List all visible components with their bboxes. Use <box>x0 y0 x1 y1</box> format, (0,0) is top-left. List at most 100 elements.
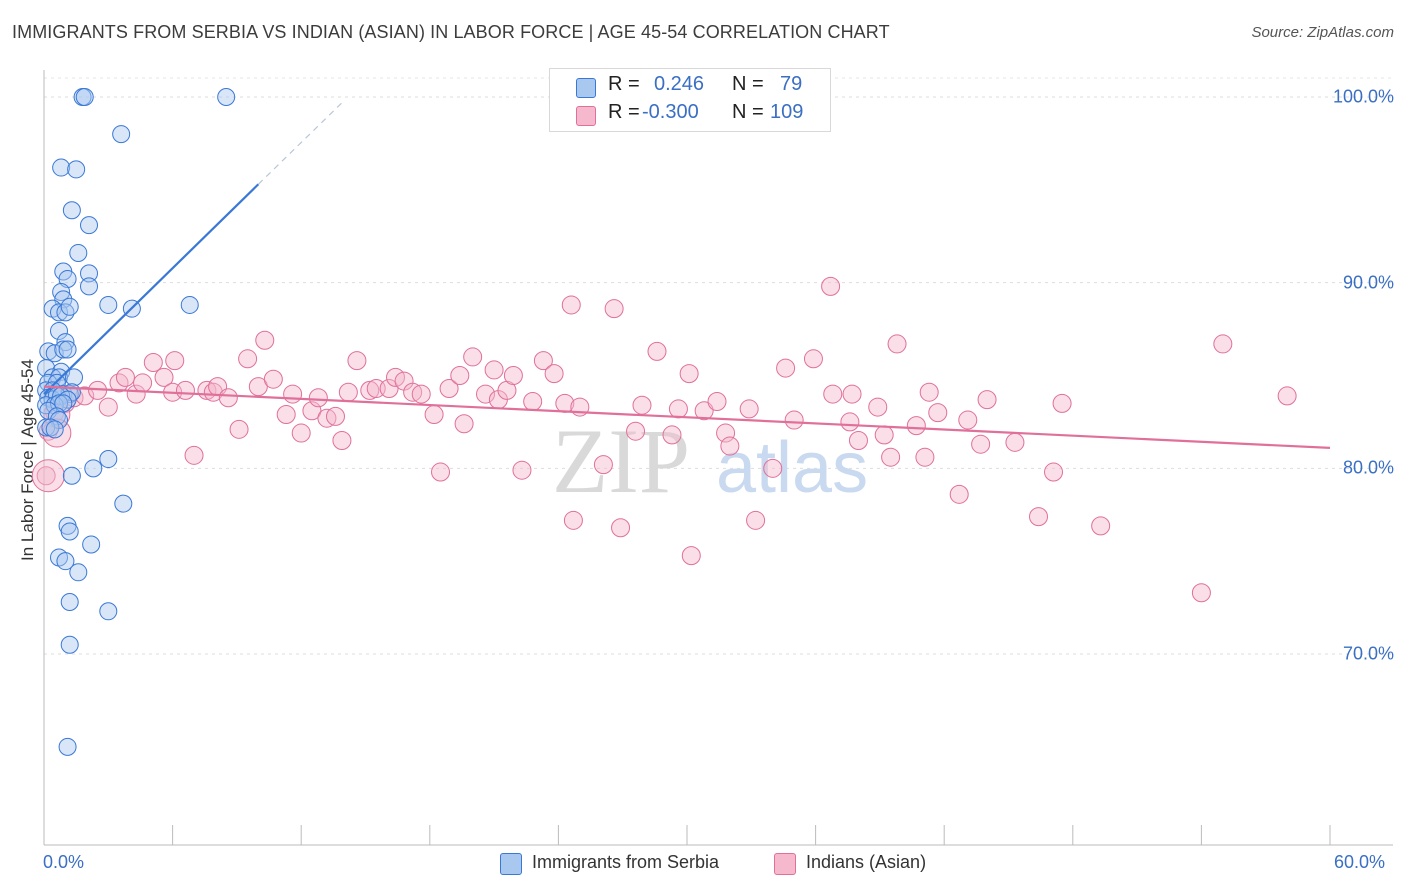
serbia-point <box>62 466 81 485</box>
serbia-point <box>58 269 77 288</box>
indian-point <box>218 388 238 408</box>
indian-point <box>977 390 997 410</box>
indian-trend-line <box>43 385 1331 450</box>
indian-point <box>291 423 311 443</box>
y-tick-label: 80.0% <box>1342 457 1394 478</box>
indian-point <box>681 546 701 566</box>
indian-swatch <box>576 106 596 126</box>
indian-point <box>347 351 367 371</box>
indian-point <box>133 373 153 393</box>
serbia-point <box>67 160 86 179</box>
indian-point <box>283 384 303 404</box>
serbia-point <box>80 277 99 296</box>
indian-point <box>842 384 862 404</box>
indian-point <box>563 510 583 530</box>
indian-point <box>668 399 688 419</box>
indian-point <box>126 384 146 404</box>
indian-point <box>450 366 470 385</box>
r-label: R = <box>608 101 640 123</box>
serbia-point <box>84 459 103 478</box>
y-tick-label: 100.0% <box>1332 86 1394 107</box>
indian-point <box>679 364 699 384</box>
stats-row-indian: R = -0.300 N = 109 <box>550 101 830 129</box>
indian-point <box>593 455 613 475</box>
serbia-point <box>75 88 94 106</box>
axes <box>43 70 1393 846</box>
serbia-point <box>50 303 69 322</box>
indian-point <box>143 353 163 373</box>
indian-point <box>31 459 65 493</box>
indian-point <box>840 412 860 432</box>
y-tick-label: 90.0% <box>1342 272 1394 293</box>
indian-point <box>1052 393 1072 413</box>
indian-point <box>454 414 474 434</box>
serbia-n-value: 79 <box>780 73 803 95</box>
source-label: Source: ZipAtlas.com <box>1251 24 1394 41</box>
serbia-r-value: 0.246 <box>654 73 705 95</box>
indian-point <box>36 466 56 486</box>
serbia-point <box>52 282 71 301</box>
indian-point <box>332 430 352 450</box>
indian-point <box>784 410 804 430</box>
n-label: N = <box>732 73 764 95</box>
indian-point <box>604 299 624 319</box>
indian-point <box>928 403 948 423</box>
indian-point <box>971 434 991 454</box>
indian-point <box>411 384 431 404</box>
indian-point <box>184 445 204 465</box>
serbia-trend-line <box>43 183 260 395</box>
serbia-point <box>62 201 81 220</box>
indian-point <box>632 395 652 415</box>
indian-point <box>379 378 399 398</box>
serbia-point <box>37 359 56 378</box>
indian-point <box>263 369 283 389</box>
indian-point <box>308 388 328 408</box>
indian-point <box>1005 432 1025 452</box>
indian-n-value: 109 <box>770 101 804 123</box>
stats-box: R = 0.246 N = 79 R = -0.300 N = 109 <box>549 68 831 132</box>
indian-point <box>1044 462 1064 482</box>
indian-point <box>338 382 358 402</box>
indian-point <box>720 436 740 456</box>
indian-legend-swatch <box>774 853 796 875</box>
serbia-point <box>54 340 73 359</box>
indian-point <box>175 380 195 400</box>
indian-point <box>431 462 451 482</box>
chart-title: IMMIGRANTS FROM SERBIA VS INDIAN (ASIAN)… <box>12 22 890 42</box>
n-label: N = <box>732 101 764 123</box>
indian-point <box>868 397 888 417</box>
indian-point <box>821 276 841 296</box>
trend-lines <box>43 100 1331 450</box>
series-serbia-points <box>37 88 236 756</box>
serbia-point <box>99 295 118 314</box>
y-tick-label: 70.0% <box>1342 643 1394 664</box>
serbia-point <box>60 593 79 612</box>
indian-r-value: -0.300 <box>642 101 699 123</box>
indian-point <box>611 518 631 538</box>
indian-point <box>739 399 759 419</box>
indian-point <box>115 367 135 387</box>
x-tick-max: 60.0% <box>1334 852 1386 872</box>
indian-point <box>424 404 444 424</box>
indian-point <box>98 397 118 417</box>
indian-point <box>694 401 714 421</box>
serbia-trend-extension <box>257 100 345 185</box>
indian-point <box>626 421 646 441</box>
indian-point <box>533 351 553 371</box>
indian-point <box>1277 386 1297 406</box>
indian-point <box>1213 334 1233 354</box>
indian-point <box>154 367 174 387</box>
indian-point <box>919 382 939 402</box>
serbia-point <box>217 88 236 106</box>
indian-point <box>523 391 543 411</box>
serbia-point <box>99 602 118 621</box>
serbia-point <box>60 635 79 654</box>
indian-point <box>848 430 868 450</box>
indian-point <box>1029 507 1049 527</box>
legend-label-serbia: Immigrants from Serbia <box>532 852 720 872</box>
indian-point <box>248 377 268 397</box>
indian-point <box>823 384 843 404</box>
series-indian-points <box>31 276 1297 603</box>
indian-point <box>887 334 907 354</box>
